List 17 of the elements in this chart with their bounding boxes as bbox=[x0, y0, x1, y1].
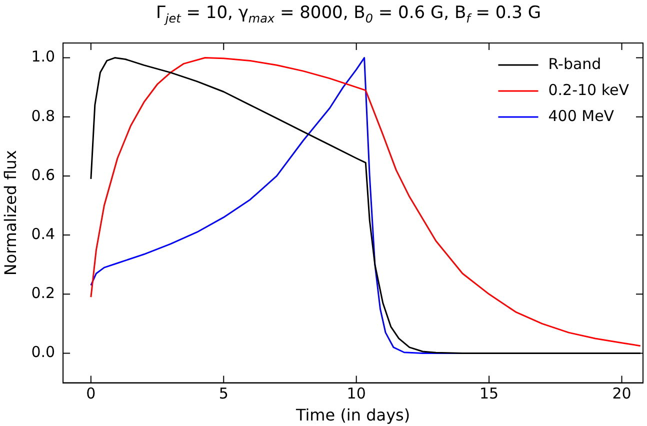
y-tick-label: 0.6 bbox=[31, 166, 56, 184]
legend-label: 0.2-10 keV bbox=[548, 80, 630, 99]
legend-label: R-band bbox=[548, 54, 602, 73]
x-axis-title: Time (in days) bbox=[294, 406, 410, 425]
y-tick-label: 0.4 bbox=[31, 224, 56, 243]
x-tick-label: 0 bbox=[86, 384, 96, 403]
x-tick-label: 10 bbox=[346, 384, 366, 403]
y-axis-title: Normalized flux bbox=[0, 150, 20, 276]
x-tick-label: 15 bbox=[480, 384, 499, 403]
y-tick-label: 1.0 bbox=[31, 48, 56, 66]
y-tick-label: 0.0 bbox=[31, 343, 56, 362]
legend-label: 400 MeV bbox=[548, 106, 615, 125]
x-tick-label: 20 bbox=[612, 384, 632, 403]
y-tick-label: 0.8 bbox=[31, 106, 56, 125]
x-tick-label: 5 bbox=[218, 384, 228, 403]
y-tick-label: 0.2 bbox=[31, 284, 56, 302]
chart-title: Γ$_{jet}$ = 10, γ$_{max}$ = 8000, B$_{0}$ = 0.6 G, B$_{f}$ = 0.3 G bbox=[156, 3, 542, 26]
